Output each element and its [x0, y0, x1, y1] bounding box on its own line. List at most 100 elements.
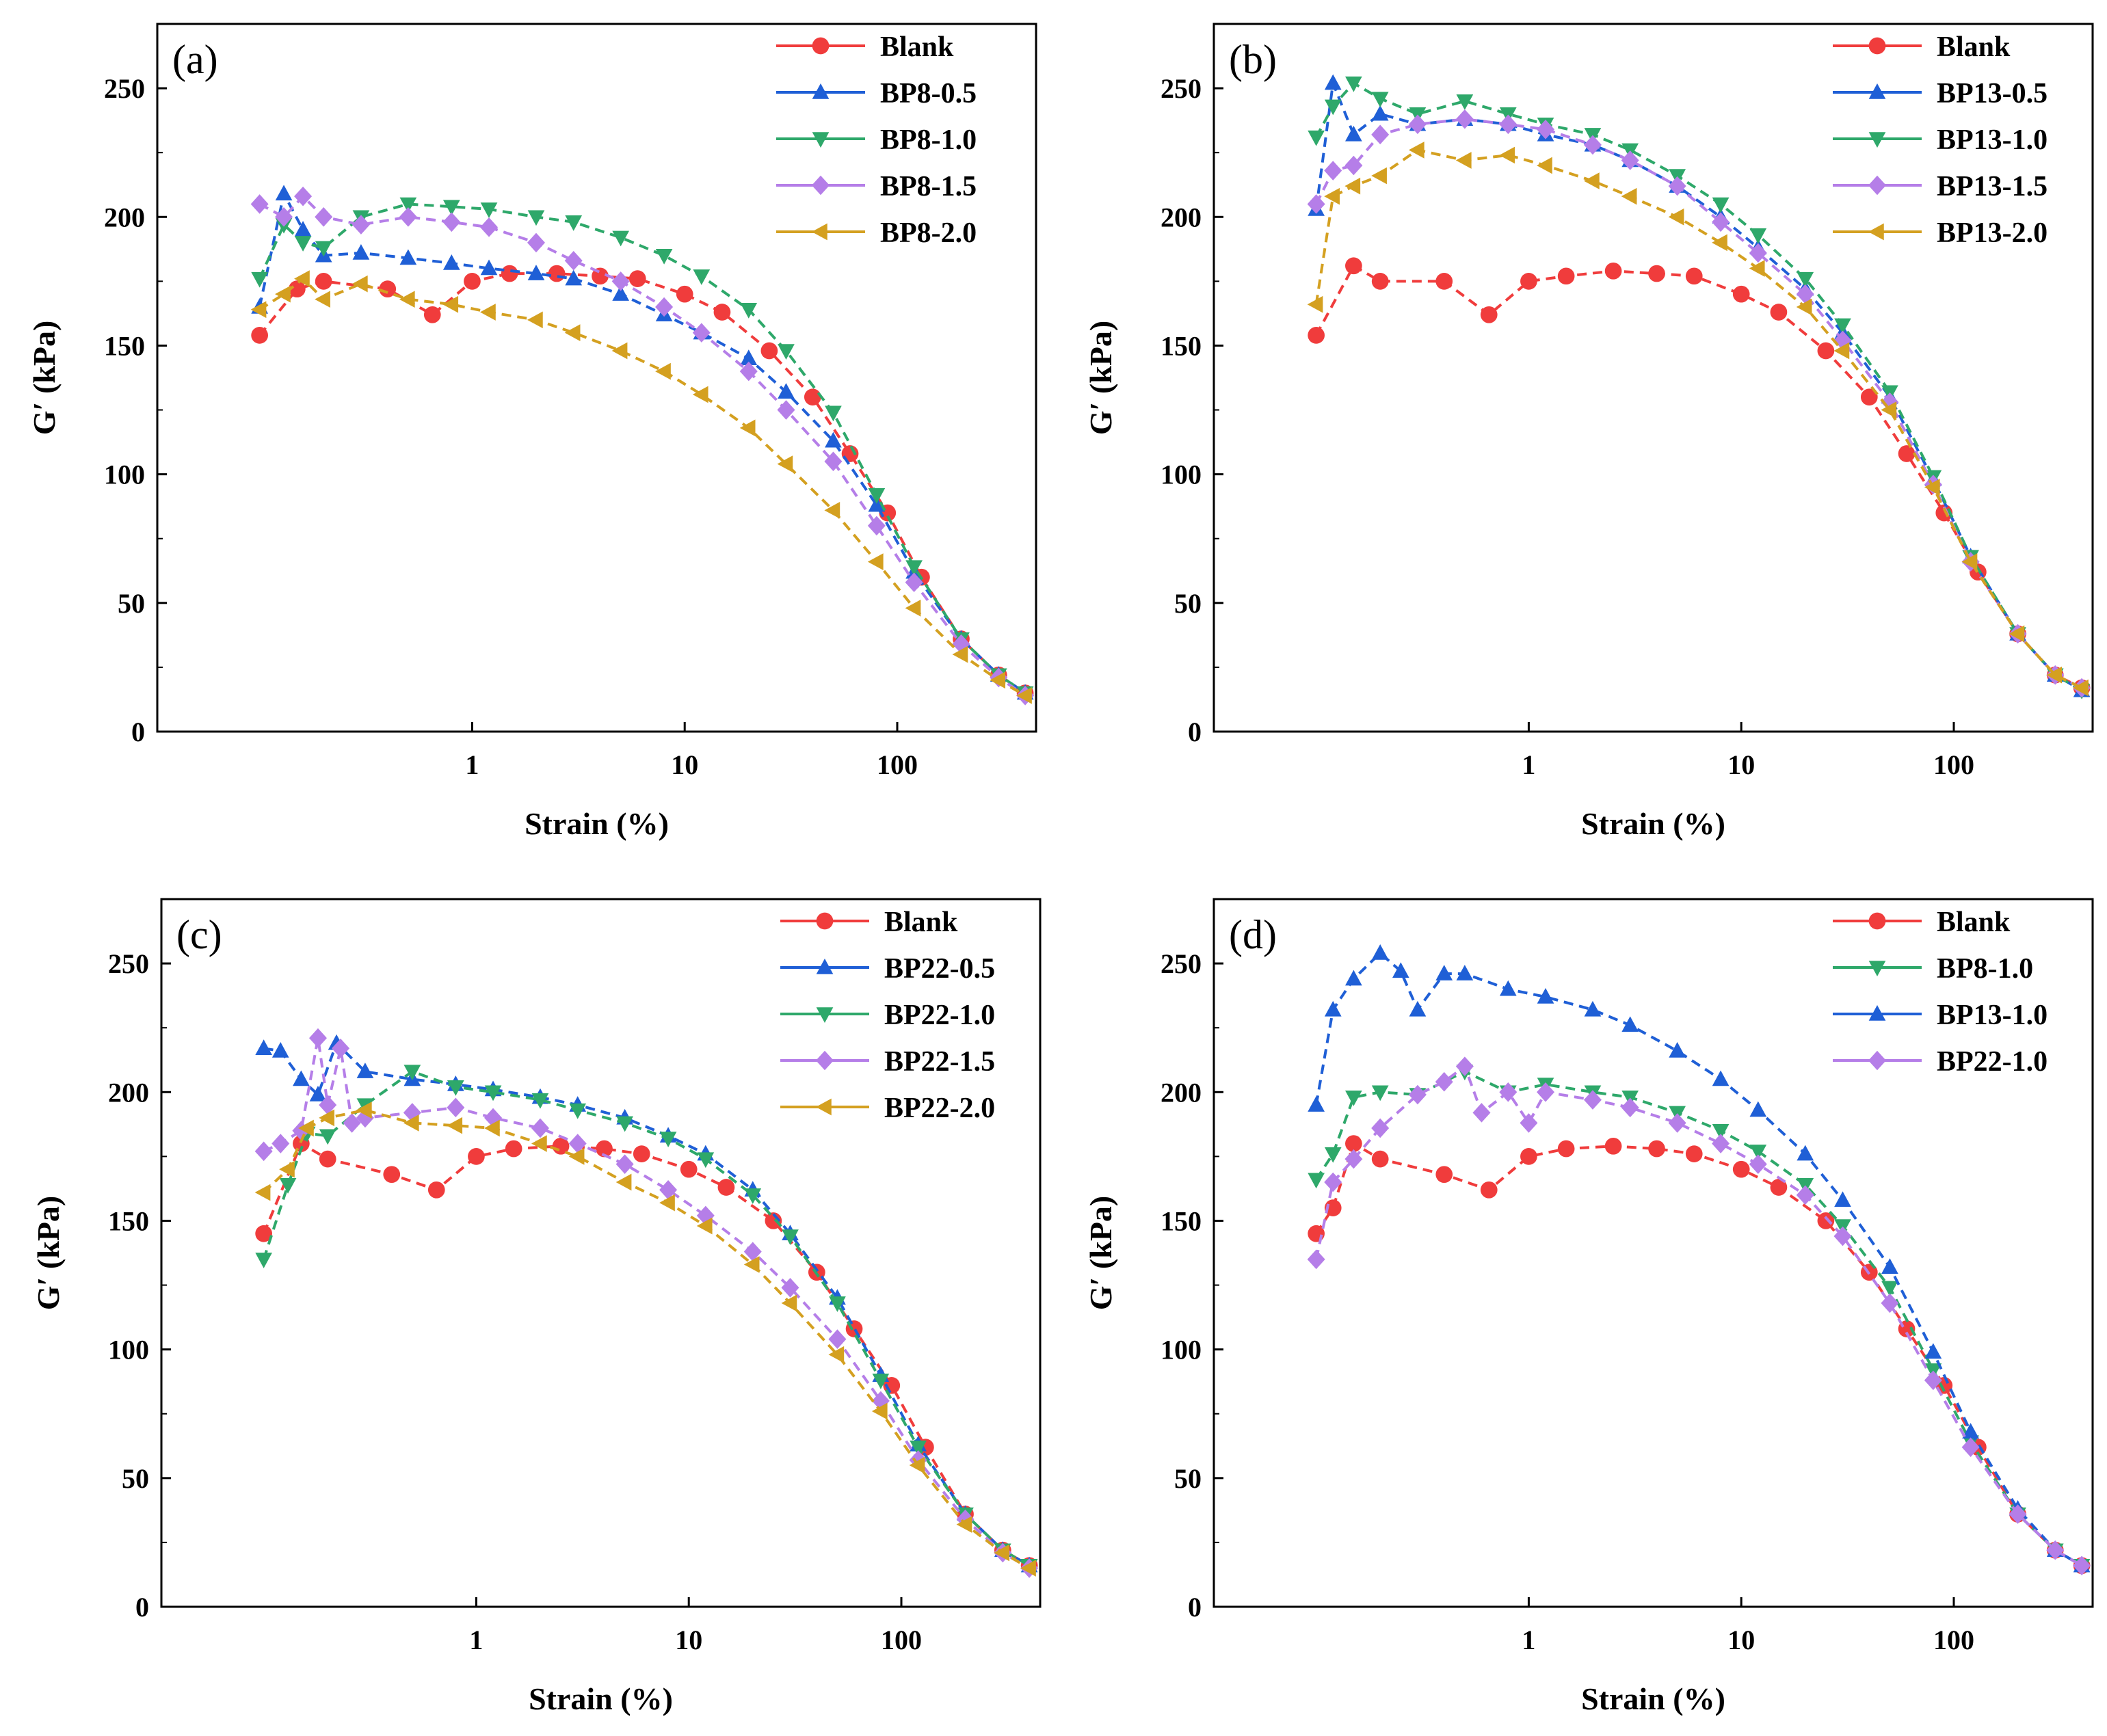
data-point	[505, 1140, 522, 1158]
x-tick-label: 10	[675, 1625, 702, 1655]
data-point	[468, 1148, 485, 1165]
data-point	[447, 1097, 465, 1118]
y-tick-label: 0	[131, 717, 145, 747]
legend: Blank BP8-1.0 BP13-1.0 BP22-1.0	[1833, 907, 2048, 1078]
data-point	[1371, 1118, 1390, 1138]
data-point	[1817, 1212, 1835, 1229]
series-line	[259, 276, 1026, 697]
data-point	[765, 1212, 782, 1229]
data-point	[1924, 1343, 1942, 1359]
data-point	[1796, 284, 1814, 304]
legend-marker	[1868, 1005, 1886, 1021]
y-tick-label: 0	[135, 1592, 149, 1623]
legend-marker	[812, 37, 830, 55]
legend-label: BP13-1.5	[1937, 171, 2048, 202]
data-point	[1712, 1070, 1730, 1086]
data-point	[1537, 1082, 1555, 1102]
panel-label: (d)	[1229, 912, 1277, 957]
data-point	[399, 291, 415, 308]
data-point	[659, 1194, 675, 1212]
data-point	[319, 1095, 337, 1115]
data-point	[568, 1148, 585, 1165]
legend-label: BP8-0.5	[880, 78, 977, 109]
data-point	[611, 271, 630, 291]
legend-label: BP13-1.0	[1937, 1000, 2048, 1031]
data-point	[315, 206, 333, 227]
data-point	[1371, 944, 1389, 960]
legend-item: BP22-0.5	[780, 953, 995, 985]
data-point	[910, 1440, 927, 1456]
data-point	[480, 217, 499, 237]
y-tick-label: 100	[1161, 459, 1202, 490]
data-point	[1020, 1560, 1036, 1577]
legend-marker	[1868, 132, 1886, 148]
data-point	[659, 1132, 677, 1148]
data-point	[952, 645, 968, 663]
data-point	[1308, 327, 1325, 344]
data-point	[379, 280, 397, 298]
y-tick-label: 50	[1174, 588, 1202, 619]
y-tick-label: 250	[1161, 948, 1202, 979]
data-point	[399, 197, 417, 213]
series-bp13-2-0	[1307, 142, 2089, 697]
legend-item: BP8-0.5	[776, 78, 977, 109]
data-point	[1770, 1179, 1788, 1196]
legend-marker	[1868, 1050, 1886, 1071]
data-point	[740, 349, 758, 366]
data-point	[442, 295, 459, 313]
data-point	[1307, 1249, 1325, 1270]
data-point	[1712, 212, 1730, 232]
data-point	[352, 275, 368, 293]
series-line	[263, 1037, 1031, 1570]
data-point	[564, 324, 581, 341]
data-point	[447, 1080, 464, 1096]
data-point	[1712, 1134, 1730, 1153]
data-point	[531, 1118, 549, 1138]
legend-item: BP22-2.0	[780, 1093, 995, 1124]
data-point	[255, 1225, 272, 1242]
chart-panel-a: 0 50 100 150 200 250 1 10 100 Strain (%) G′ (kPa) (…	[27, 23, 1037, 841]
data-point	[1668, 1113, 1686, 1133]
data-point	[251, 271, 268, 288]
y-axis-title: G′ (kPa)	[1083, 1196, 1118, 1311]
data-point	[1583, 1090, 1602, 1110]
data-point	[1712, 197, 1730, 213]
y-tick-label: 250	[1161, 73, 1202, 104]
legend-item: BP8-2.0	[776, 217, 977, 249]
data-point	[905, 572, 923, 593]
legend-item: Blank	[1833, 31, 2011, 63]
data-point	[294, 270, 310, 287]
legend-item: BP13-1.0	[1833, 124, 2048, 156]
legend-marker	[816, 912, 834, 930]
legend-label: Blank	[1937, 907, 2011, 938]
data-point	[1480, 306, 1498, 323]
data-point	[1308, 1096, 1325, 1112]
data-point	[1881, 1281, 1898, 1297]
x-tick-label: 1	[1522, 749, 1535, 780]
legend-marker	[816, 1098, 832, 1116]
data-point	[781, 1294, 797, 1312]
data-point	[1796, 1185, 1814, 1205]
data-point	[308, 1028, 327, 1048]
data-point	[867, 553, 884, 570]
data-point	[464, 273, 481, 290]
data-point	[1371, 1085, 1389, 1101]
y-tick-label: 50	[118, 588, 145, 619]
data-point	[293, 1070, 310, 1086]
data-point	[739, 361, 758, 382]
data-point	[1860, 388, 1878, 406]
data-point	[760, 342, 778, 360]
plot-frame	[1212, 23, 2094, 733]
y-tick-label: 150	[104, 330, 145, 361]
data-point	[1456, 965, 1474, 980]
data-point	[1537, 120, 1555, 139]
data-point	[1435, 1166, 1453, 1184]
data-point	[781, 1278, 799, 1298]
data-point	[343, 1113, 361, 1133]
legend-marker	[816, 1050, 834, 1071]
data-point	[1749, 1145, 1767, 1160]
data-point	[1371, 124, 1390, 145]
legend-marker	[812, 83, 830, 99]
data-point	[1435, 1071, 1453, 1092]
data-point	[1898, 445, 1916, 462]
